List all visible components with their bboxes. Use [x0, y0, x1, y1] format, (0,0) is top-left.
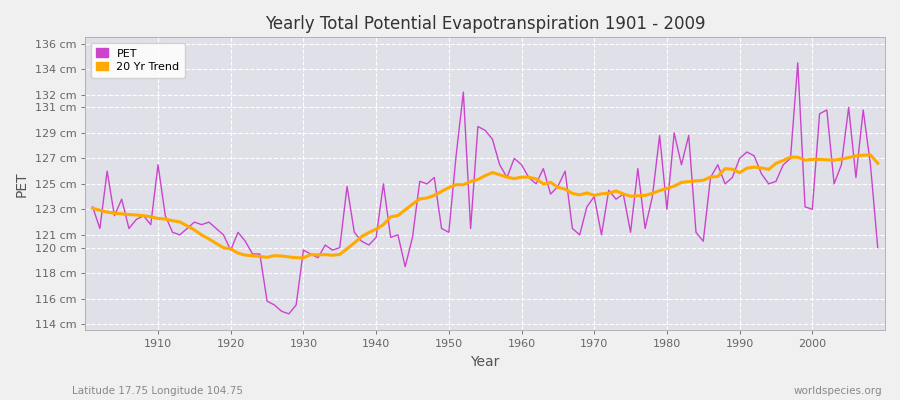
- 20 Yr Trend: [312, 252, 323, 257]
- 20 Yr Trend: [524, 175, 535, 180]
- PET: [872, 245, 883, 250]
- 20 Yr Trend: [146, 214, 157, 219]
- Y-axis label: PET: PET: [15, 171, 29, 197]
- PET: [610, 197, 621, 202]
- PET: [312, 255, 323, 260]
- PET: [284, 312, 294, 316]
- PET: [356, 239, 367, 244]
- X-axis label: Year: Year: [471, 355, 500, 369]
- 20 Yr Trend: [298, 256, 309, 260]
- Line: PET: PET: [93, 63, 878, 314]
- Legend: PET, 20 Yr Trend: PET, 20 Yr Trend: [91, 43, 185, 78]
- PET: [516, 162, 526, 167]
- Line: 20 Yr Trend: 20 Yr Trend: [93, 155, 878, 258]
- 20 Yr Trend: [516, 175, 526, 180]
- 20 Yr Trend: [610, 188, 621, 193]
- Text: worldspecies.org: worldspecies.org: [794, 386, 882, 396]
- 20 Yr Trend: [87, 206, 98, 211]
- Title: Yearly Total Potential Evapotranspiration 1901 - 2009: Yearly Total Potential Evapotranspiratio…: [265, 15, 706, 33]
- PET: [792, 60, 803, 65]
- PET: [524, 175, 535, 180]
- 20 Yr Trend: [872, 161, 883, 166]
- Text: Latitude 17.75 Longitude 104.75: Latitude 17.75 Longitude 104.75: [72, 386, 243, 396]
- 20 Yr Trend: [356, 234, 367, 239]
- PET: [87, 204, 98, 209]
- PET: [146, 222, 157, 227]
- 20 Yr Trend: [865, 152, 876, 157]
